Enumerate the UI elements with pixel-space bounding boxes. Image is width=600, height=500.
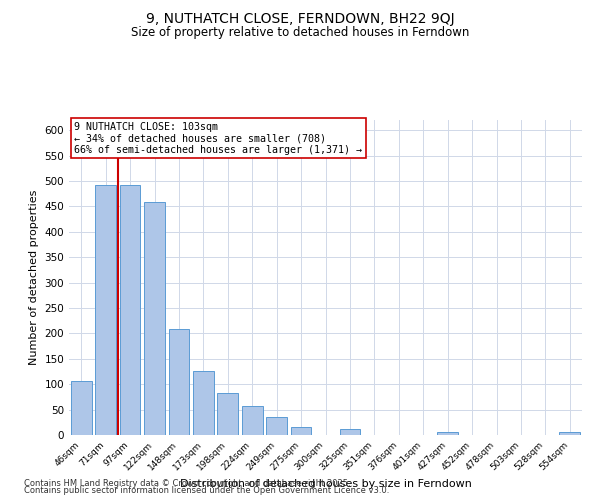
Y-axis label: Number of detached properties: Number of detached properties [29, 190, 39, 365]
Text: Contains public sector information licensed under the Open Government Licence v3: Contains public sector information licen… [24, 486, 389, 495]
Bar [290, 428, 311, 435]
Bar [169, 330, 190, 435]
Text: 9, NUTHATCH CLOSE, FERNDOWN, BH22 9QJ: 9, NUTHATCH CLOSE, FERNDOWN, BH22 9QJ [146, 12, 454, 26]
Bar [95, 185, 116, 435]
Bar [242, 406, 263, 435]
Bar [217, 394, 238, 435]
Text: Size of property relative to detached houses in Ferndown: Size of property relative to detached ho… [131, 26, 469, 39]
Bar [437, 432, 458, 435]
Bar [119, 185, 140, 435]
Bar [340, 430, 361, 435]
Text: Contains HM Land Registry data © Crown copyright and database right 2025.: Contains HM Land Registry data © Crown c… [24, 478, 350, 488]
Bar [266, 416, 287, 435]
X-axis label: Distribution of detached houses by size in Ferndown: Distribution of detached houses by size … [179, 479, 472, 489]
Bar [193, 372, 214, 435]
Bar [71, 380, 92, 435]
Bar [144, 202, 165, 435]
Text: 9 NUTHATCH CLOSE: 103sqm
← 34% of detached houses are smaller (708)
66% of semi-: 9 NUTHATCH CLOSE: 103sqm ← 34% of detach… [74, 122, 362, 155]
Bar [559, 432, 580, 435]
